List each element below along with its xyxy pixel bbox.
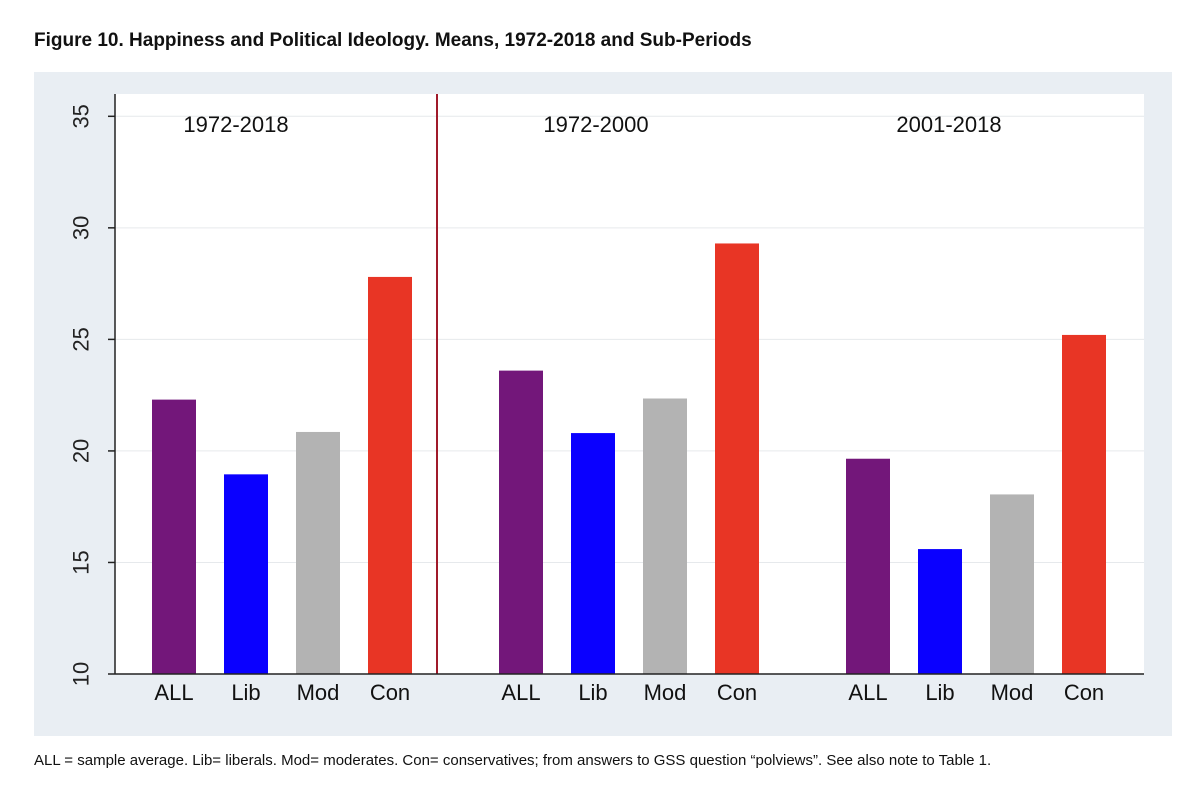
bar-1972-2000-all xyxy=(499,370,543,674)
chart-panel: 10 15 20 25 30 35 ALL Lib Mod Con ALL Lib Mod Con ALL… xyxy=(34,72,1172,736)
category-label-lib: Lib xyxy=(231,680,260,705)
period-label-1972-2018: 1972-2018 xyxy=(183,112,288,137)
bar-2001-2018-con xyxy=(1062,334,1106,674)
y-tick-label: 30 xyxy=(69,216,94,240)
category-label-con: Con xyxy=(370,680,410,705)
grid-lines xyxy=(115,115,1144,563)
bar-2001-2018-lib xyxy=(918,549,962,674)
category-label-mod: Mod xyxy=(644,680,687,705)
bar-1972-2000-lib xyxy=(571,433,615,674)
y-tick-label: 25 xyxy=(69,327,94,351)
category-label-lib: Lib xyxy=(578,680,607,705)
bar-1972-2018-all xyxy=(152,399,196,674)
bar-2001-2018-all xyxy=(846,458,890,674)
category-label-all: ALL xyxy=(154,680,193,705)
y-tick-label: 10 xyxy=(69,662,94,686)
figure-title: Figure 10. Happiness and Political Ideol… xyxy=(34,30,752,51)
category-label-all: ALL xyxy=(501,680,540,705)
y-tick-label: 20 xyxy=(69,439,94,463)
category-label-con: Con xyxy=(1064,680,1104,705)
category-label-all: ALL xyxy=(848,680,887,705)
period-labels: 1972-2018 1972-2000 2001-2018 xyxy=(183,112,1001,137)
bar-1972-2018-mod xyxy=(296,431,340,674)
bar-1972-2000-mod xyxy=(643,398,687,674)
bar-1972-2000-con xyxy=(715,243,759,674)
y-tick-label: 15 xyxy=(69,550,94,574)
y-axis-ticks: 10 15 20 25 30 35 xyxy=(69,104,115,686)
plot-area xyxy=(115,94,1144,674)
period-label-2001-2018: 2001-2018 xyxy=(896,112,1001,137)
category-label-mod: Mod xyxy=(991,680,1034,705)
bar-2001-2018-mod xyxy=(990,494,1034,674)
period-label-1972-2000: 1972-2000 xyxy=(543,112,648,137)
figure-note: ALL = sample average. Lib= liberals. Mod… xyxy=(34,752,992,769)
category-label-con: Con xyxy=(717,680,757,705)
y-tick-label: 35 xyxy=(69,104,94,128)
bars xyxy=(152,243,1106,674)
category-labels: ALL Lib Mod Con ALL Lib Mod Con ALL Lib Mod Con xyxy=(154,680,1104,705)
category-label-mod: Mod xyxy=(297,680,340,705)
bar-1972-2018-con xyxy=(368,276,412,674)
category-label-lib: Lib xyxy=(925,680,954,705)
bar-1972-2018-lib xyxy=(224,474,268,674)
